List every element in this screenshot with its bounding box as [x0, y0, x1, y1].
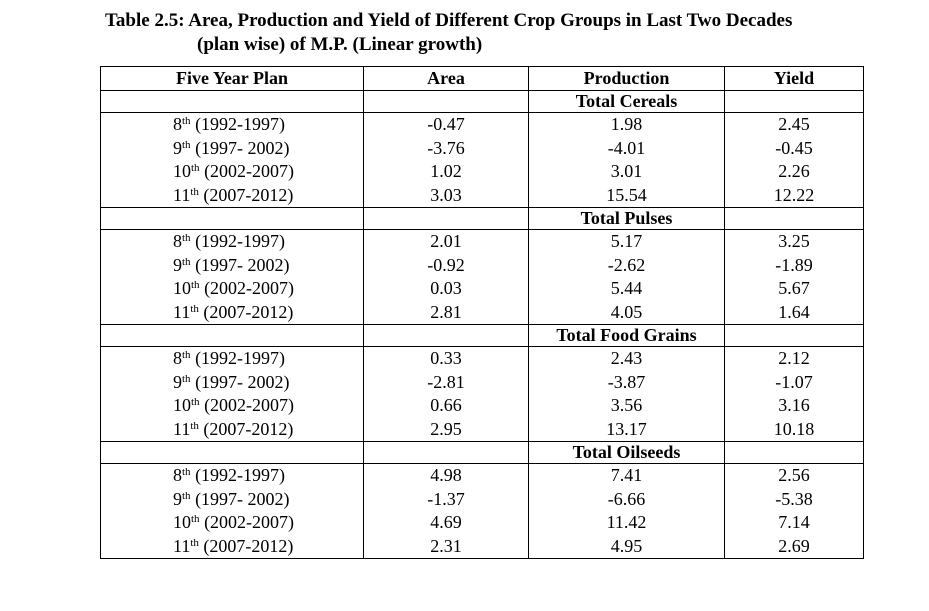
area-cell: 2.31: [363, 534, 529, 559]
production-cell: 5.44: [528, 277, 725, 301]
production-cell: 7.41: [528, 463, 725, 488]
caption-line-2: (plan wise) of M.P. (Linear growth): [197, 34, 483, 55]
yield-cell: -5.38: [724, 487, 864, 511]
production-cell: -4.01: [528, 136, 725, 160]
table-row: 9th (1997- 2002) -1.37 -6.66 -5.38: [100, 487, 864, 511]
yield-cell: 10.18: [724, 417, 864, 442]
table-caption: Table 2.5: Area, Production and Yield of…: [105, 9, 905, 57]
yield-cell: 2.69: [724, 534, 864, 559]
yield-cell: 1.64: [724, 300, 864, 325]
yield-cell: 2.56: [724, 463, 864, 488]
yield-cell: 3.25: [724, 229, 864, 254]
header-yield: Yield: [724, 66, 864, 91]
group-header-row: Total Oilseeds: [100, 441, 864, 464]
yield-cell: 3.16: [724, 394, 864, 418]
crop-growth-table: Five Year Plan Area Production Yield Tot…: [100, 66, 864, 559]
production-cell: -2.62: [528, 253, 725, 277]
yield-cell: 5.67: [724, 277, 864, 301]
yield-cell: 2.26: [724, 160, 864, 184]
plan-cell: 8th (1992-1997): [100, 112, 364, 137]
header-row: Five Year Plan Area Production Yield: [100, 66, 864, 91]
group-header-row: Total Cereals: [100, 90, 864, 113]
area-cell: 3.03: [363, 183, 529, 208]
plan-cell: 10th (2002-2007): [100, 394, 364, 418]
group-name: Total Oilseeds: [528, 441, 725, 464]
area-cell: -1.37: [363, 487, 529, 511]
plan-cell: 11th (2007-2012): [100, 534, 364, 559]
group-header-row: Total Food Grains: [100, 324, 864, 347]
plan-cell: 8th (1992-1997): [100, 346, 364, 371]
production-cell: 15.54: [528, 183, 725, 208]
table-row: 9th (1997- 2002) -3.76 -4.01 -0.45: [100, 136, 864, 160]
area-cell: 2.01: [363, 229, 529, 254]
area-cell: 0.03: [363, 277, 529, 301]
production-cell: -6.66: [528, 487, 725, 511]
group-name: Total Cereals: [528, 90, 725, 113]
table-row: 8th (1992-1997) 0.33 2.43 2.12: [100, 346, 864, 371]
yield-cell: 2.12: [724, 346, 864, 371]
area-cell: -3.76: [363, 136, 529, 160]
production-cell: 11.42: [528, 511, 725, 535]
area-cell: 4.69: [363, 511, 529, 535]
production-cell: 1.98: [528, 112, 725, 137]
production-cell: 3.01: [528, 160, 725, 184]
production-cell: 5.17: [528, 229, 725, 254]
group-name: Total Pulses: [528, 207, 725, 230]
production-cell: -3.87: [528, 370, 725, 394]
plan-cell: 9th (1997- 2002): [100, 370, 364, 394]
plan-cell: 11th (2007-2012): [100, 183, 364, 208]
production-cell: 4.95: [528, 534, 725, 559]
table-row: 10th (2002-2007) 4.69 11.42 7.14: [100, 511, 864, 535]
production-cell: 2.43: [528, 346, 725, 371]
area-cell: 0.66: [363, 394, 529, 418]
table-row: 10th (2002-2007) 1.02 3.01 2.26: [100, 160, 864, 184]
area-cell: -2.81: [363, 370, 529, 394]
group-name: Total Food Grains: [528, 324, 725, 347]
area-cell: -0.92: [363, 253, 529, 277]
area-cell: 2.81: [363, 300, 529, 325]
plan-cell: 11th (2007-2012): [100, 417, 364, 442]
header-area: Area: [363, 66, 529, 91]
plan-cell: 9th (1997- 2002): [100, 487, 364, 511]
table-row: 11th (2007-2012) 3.03 15.54 12.22: [100, 183, 864, 208]
table-row: 8th (1992-1997) 4.98 7.41 2.56: [100, 463, 864, 488]
group-header-row: Total Pulses: [100, 207, 864, 230]
plan-cell: 10th (2002-2007): [100, 277, 364, 301]
plan-cell: 11th (2007-2012): [100, 300, 364, 325]
plan-cell: 8th (1992-1997): [100, 463, 364, 488]
area-cell: -0.47: [363, 112, 529, 137]
area-cell: 4.98: [363, 463, 529, 488]
yield-cell: -0.45: [724, 136, 864, 160]
area-cell: 1.02: [363, 160, 529, 184]
yield-cell: 12.22: [724, 183, 864, 208]
header-five-year-plan: Five Year Plan: [100, 66, 364, 91]
table-row: 9th (1997- 2002) -0.92 -2.62 -1.89: [100, 253, 864, 277]
production-cell: 3.56: [528, 394, 725, 418]
table-row: 8th (1992-1997) 2.01 5.17 3.25: [100, 229, 864, 254]
production-cell: 4.05: [528, 300, 725, 325]
table-row: 11th (2007-2012) 2.81 4.05 1.64: [100, 300, 864, 325]
header-production: Production: [528, 66, 725, 91]
table-row: 10th (2002-2007) 0.03 5.44 5.67: [100, 277, 864, 301]
yield-cell: 7.14: [724, 511, 864, 535]
area-cell: 0.33: [363, 346, 529, 371]
caption-line-1: Table 2.5: Area, Production and Yield of…: [105, 10, 793, 31]
plan-cell: 10th (2002-2007): [100, 511, 364, 535]
table-row: 10th (2002-2007) 0.66 3.56 3.16: [100, 394, 864, 418]
table-row: 9th (1997- 2002) -2.81 -3.87 -1.07: [100, 370, 864, 394]
table-row: 11th (2007-2012) 2.95 13.17 10.18: [100, 417, 864, 442]
plan-cell: 8th (1992-1997): [100, 229, 364, 254]
yield-cell: -1.89: [724, 253, 864, 277]
yield-cell: -1.07: [724, 370, 864, 394]
area-cell: 2.95: [363, 417, 529, 442]
production-cell: 13.17: [528, 417, 725, 442]
table-row: 8th (1992-1997) -0.47 1.98 2.45: [100, 112, 864, 137]
table-row: 11th (2007-2012) 2.31 4.95 2.69: [100, 534, 864, 559]
plan-cell: 10th (2002-2007): [100, 160, 364, 184]
yield-cell: 2.45: [724, 112, 864, 137]
plan-cell: 9th (1997- 2002): [100, 253, 364, 277]
plan-cell: 9th (1997- 2002): [100, 136, 364, 160]
